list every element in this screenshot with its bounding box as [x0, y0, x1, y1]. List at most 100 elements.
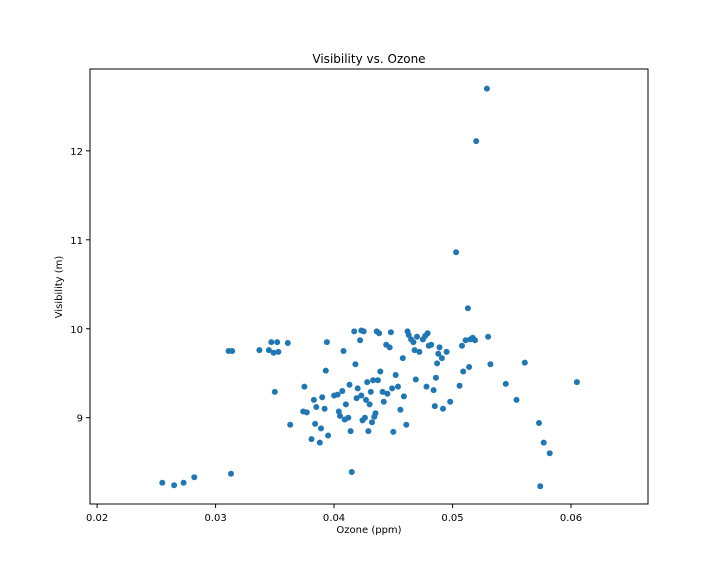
data-point-42 [351, 328, 358, 335]
data-point-56 [367, 388, 374, 395]
data-point-27 [322, 367, 329, 374]
data-point-0 [159, 479, 166, 486]
data-point-35 [340, 348, 347, 354]
data-point-62 [374, 377, 381, 384]
data-point-8 [265, 347, 272, 354]
y-axis-ticks: 9 10 11 12 [70, 147, 90, 425]
data-point-26 [321, 405, 328, 412]
data-point-65 [379, 388, 386, 395]
data-point-119 [521, 359, 528, 366]
data-point-31 [334, 391, 341, 398]
data-point-109 [466, 364, 473, 370]
data-point-58 [370, 377, 377, 384]
data-point-24 [318, 425, 324, 432]
data-point-14 [284, 340, 291, 346]
data-point-57 [369, 419, 375, 426]
data-point-12 [275, 348, 282, 355]
data-point-45 [354, 385, 361, 392]
data-point-107 [462, 337, 469, 344]
data-point-15 [287, 421, 294, 428]
data-point-68 [384, 390, 391, 397]
chart-title: Visibility vs. Ozone [312, 52, 425, 66]
data-point-11 [274, 339, 281, 346]
data-point-6 [228, 470, 234, 477]
plot-frame [89, 68, 649, 505]
data-point-7 [256, 347, 263, 354]
y-tick-label: 11 [70, 236, 83, 247]
x-axis-label: Ozone (ppm) [336, 525, 401, 536]
x-tick-label: 0.05 [441, 513, 463, 524]
data-point-100 [440, 405, 446, 412]
data-point-51 [361, 414, 368, 421]
data-point-122 [540, 439, 547, 446]
data-point-113 [473, 138, 480, 145]
data-point-9 [268, 339, 275, 346]
data-point-75 [397, 406, 404, 413]
data-point-40 [347, 428, 354, 435]
data-point-44 [353, 395, 360, 402]
data-point-71 [389, 385, 396, 392]
data-point-50 [360, 328, 367, 335]
data-point-53 [364, 379, 371, 386]
data-point-74 [395, 383, 401, 390]
data-point-55 [366, 401, 373, 408]
data-point-18 [303, 409, 310, 416]
y-tick-label: 10 [70, 325, 83, 336]
x-axis-ticks: 0.02 0.03 0.04 0.05 0.06 [86, 504, 582, 524]
data-point-25 [319, 394, 326, 401]
data-point-84 [412, 376, 419, 383]
data-point-114 [483, 85, 490, 92]
x-tick-label: 0.04 [323, 513, 345, 524]
data-point-96 [434, 360, 441, 367]
data-point-94 [431, 403, 438, 410]
data-point-105 [459, 342, 465, 349]
data-point-92 [428, 341, 435, 348]
data-point-93 [430, 387, 437, 394]
data-point-99 [438, 355, 445, 362]
data-point-10 [270, 349, 277, 356]
y-tick-label: 9 [77, 414, 83, 425]
data-point-117 [502, 380, 509, 387]
data-point-34 [339, 388, 346, 394]
data-point-19 [308, 436, 315, 443]
data-point-78 [403, 421, 410, 428]
data-point-82 [410, 339, 417, 346]
data-point-46 [357, 337, 364, 344]
data-point-22 [313, 404, 320, 410]
data-point-17 [301, 383, 308, 390]
data-point-76 [399, 355, 406, 362]
data-point-20 [310, 396, 317, 403]
data-point-23 [316, 439, 323, 446]
data-point-41 [348, 469, 355, 475]
data-point-28 [323, 339, 330, 346]
data-point-77 [400, 393, 407, 400]
data-point-115 [485, 333, 492, 340]
data-point-108 [464, 305, 471, 312]
data-point-101 [443, 348, 450, 355]
data-point-52 [363, 396, 369, 403]
data-point-66 [380, 398, 387, 405]
y-axis-label: Visibility (m) [54, 256, 65, 319]
data-point-72 [390, 428, 397, 435]
data-point-120 [536, 420, 542, 426]
data-point-69 [386, 344, 393, 351]
x-tick-label: 0.03 [204, 513, 226, 524]
data-points [159, 85, 580, 490]
data-point-104 [456, 382, 463, 389]
data-point-70 [387, 329, 394, 336]
data-point-5 [229, 348, 236, 354]
y-tick-label: 12 [70, 147, 83, 158]
data-point-85 [414, 333, 420, 340]
data-point-2 [180, 479, 187, 486]
data-point-63 [376, 330, 383, 337]
data-point-102 [447, 398, 454, 405]
data-point-54 [365, 428, 372, 435]
data-point-103 [453, 249, 460, 256]
data-point-37 [342, 401, 349, 408]
data-point-1 [171, 482, 178, 489]
data-point-21 [312, 420, 319, 427]
data-point-123 [546, 450, 553, 457]
data-point-13 [271, 388, 278, 395]
data-point-97 [435, 350, 442, 357]
